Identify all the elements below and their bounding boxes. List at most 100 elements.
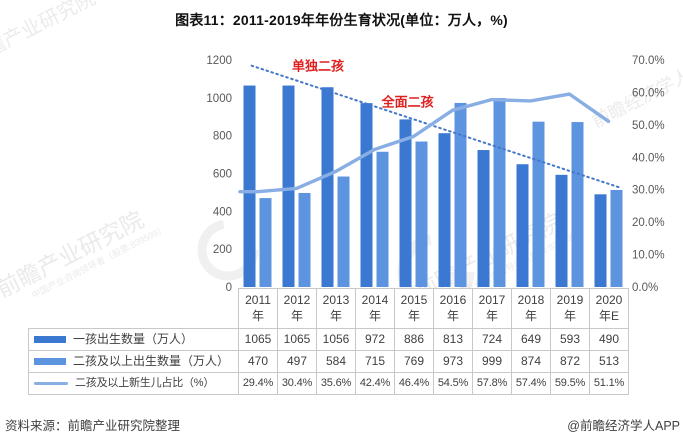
legend-label: 二孩及以上新生儿占比（%） [75, 377, 215, 390]
value-cell: 1065 [238, 328, 278, 351]
year-column-header: 2014 年 [355, 288, 395, 329]
right-axis-tick-label: 0.0% [632, 282, 658, 294]
credit-note: @前瞻经济学人APP [567, 419, 680, 433]
left-axis-tick-label: 600 [213, 169, 232, 181]
bar-second-child-births [610, 189, 623, 287]
bar-first-child-births [594, 194, 607, 287]
value-cell: 57.8% [472, 372, 512, 395]
bar-first-child-births [555, 174, 568, 287]
value-cell: 649 [511, 328, 551, 351]
value-cell: 59.5% [550, 372, 590, 395]
legend-bar-swatch-icon [34, 336, 66, 343]
data-table: 2011 年 2012 年 2013 年 2014 年 2015 年 2016 年 2017 年 2018 年… [28, 288, 629, 395]
right-axis-tick-label: 50.0% [632, 120, 665, 132]
value-cell: 46.4% [394, 372, 434, 395]
left-axis-tick-label: 1000 [206, 93, 232, 105]
legend-label: 二孩及以上出生数量（万人） [73, 353, 230, 368]
year-column-header: 2015 年 [394, 288, 434, 329]
year-column-header: 2019 年 [550, 288, 590, 329]
value-cell: 30.4% [277, 372, 317, 395]
bar-first-child-births [282, 85, 295, 287]
year-column-header: 2020 年E [589, 288, 629, 329]
right-axis-tick-label: 10.0% [632, 250, 665, 262]
bar-second-child-births [415, 141, 428, 287]
value-cell: 769 [394, 350, 434, 373]
right-axis-tick-label: 70.0% [632, 55, 665, 67]
bar-second-child-births [298, 192, 311, 287]
second-child-ratio-line [238, 92, 611, 194]
watermark-group: 前瞻产业研究院 [0, 0, 99, 70]
bar-first-child-births [516, 164, 529, 287]
value-cell: 874 [511, 350, 551, 373]
bar-second-child-births [337, 176, 350, 287]
year-header-row: 2011 年 2012 年 2013 年 2014 年 2015 年 2016 年 2017 年 2018 年… [29, 288, 629, 329]
value-cell: 51.1% [589, 372, 629, 395]
year-column-header: 2012 年 [277, 288, 317, 329]
watermark-text: 前瞻产业研究院 [0, 0, 99, 70]
legend-label: 一孩出生数量（万人） [73, 331, 194, 346]
value-cell: 470 [238, 350, 278, 373]
year-column-header: 2017 年 [472, 288, 512, 329]
value-cell: 715 [355, 350, 395, 373]
value-cell: 497 [277, 350, 317, 373]
right-axis-tick-label: 40.0% [632, 152, 665, 164]
right-axis-tick-label: 30.0% [632, 185, 665, 197]
bar-first-child-births [243, 85, 256, 287]
value-cell: 724 [472, 328, 512, 351]
legend-cell: 一孩出生数量（万人） [28, 328, 239, 351]
left-axis-tick-label: 400 [213, 206, 232, 218]
value-cell: 42.4% [355, 372, 395, 395]
year-column-header: 2011 年 [238, 288, 278, 329]
left-axis-tick-label: 1200 [206, 55, 232, 67]
bar-second-child-births [493, 98, 506, 288]
value-cell: 886 [394, 328, 434, 351]
trendline [250, 64, 622, 189]
table-row: 一孩出生数量（万人） 1065 1065 1056 972 886 813 724 649 593… [28, 328, 629, 351]
right-axis-tick-label: 60.0% [632, 87, 665, 99]
annotation-text: 全面二孩 [381, 95, 434, 110]
value-cell: 57.4% [511, 372, 551, 395]
value-cell: 513 [589, 350, 629, 373]
left-axis-tick-label: 200 [213, 244, 232, 256]
year-column-header: 2016 年 [433, 288, 473, 329]
bar-second-child-births [532, 121, 545, 287]
year-column-header: 2018 年 [511, 288, 551, 329]
bar-first-child-births [399, 119, 412, 287]
value-cell: 54.5% [433, 372, 473, 395]
table-corner-spacer [29, 289, 239, 329]
value-cell: 593 [550, 328, 590, 351]
bar-second-child-births [376, 151, 389, 287]
value-cell: 972 [355, 328, 395, 351]
legend-cell: 二孩及以上新生儿占比（%） [28, 372, 239, 395]
bar-second-child-births [259, 198, 272, 287]
right-axis-tick-label: 20.0% [632, 217, 665, 229]
value-cell: 29.4% [238, 372, 278, 395]
legend-line-swatch-icon [34, 382, 68, 385]
year-column-header: 2013 年 [316, 288, 356, 329]
value-cell: 490 [589, 328, 629, 351]
bar-first-child-births [360, 103, 373, 287]
legend-bar-swatch-icon [34, 358, 66, 365]
value-cell: 973 [433, 350, 473, 373]
bar-first-child-births [321, 87, 334, 288]
value-cell: 584 [316, 350, 356, 373]
left-axis-tick-label: 0 [226, 282, 232, 294]
bar-first-child-births [477, 150, 490, 287]
value-cell: 1065 [277, 328, 317, 351]
bar-second-child-births [571, 122, 584, 288]
left-axis-tick-label: 800 [213, 131, 232, 143]
legend-cell: 二孩及以上出生数量（万人） [28, 350, 239, 373]
value-cell: 872 [550, 350, 590, 373]
chart-title: 图表11：2011-2019年年份生育状况(单位：万人，%) [175, 12, 508, 28]
table-row: 二孩及以上出生数量（万人） 470 497 584 715 769 973 999 874 872… [28, 350, 629, 373]
value-cell: 813 [433, 328, 473, 351]
bar-first-child-births [438, 133, 451, 287]
value-cell: 999 [472, 350, 512, 373]
annotation-text: 单独二孩 [292, 59, 344, 74]
source-note: 资料来源：前瞻产业研究院整理 [5, 419, 181, 433]
value-cell: 1056 [316, 328, 356, 351]
value-cell: 35.6% [316, 372, 356, 395]
table-row: 二孩及以上新生儿占比（%） 29.4% 30.4% 35.6% 42.4% 46.4% 54… [28, 372, 629, 395]
bar-second-child-births [454, 102, 467, 288]
